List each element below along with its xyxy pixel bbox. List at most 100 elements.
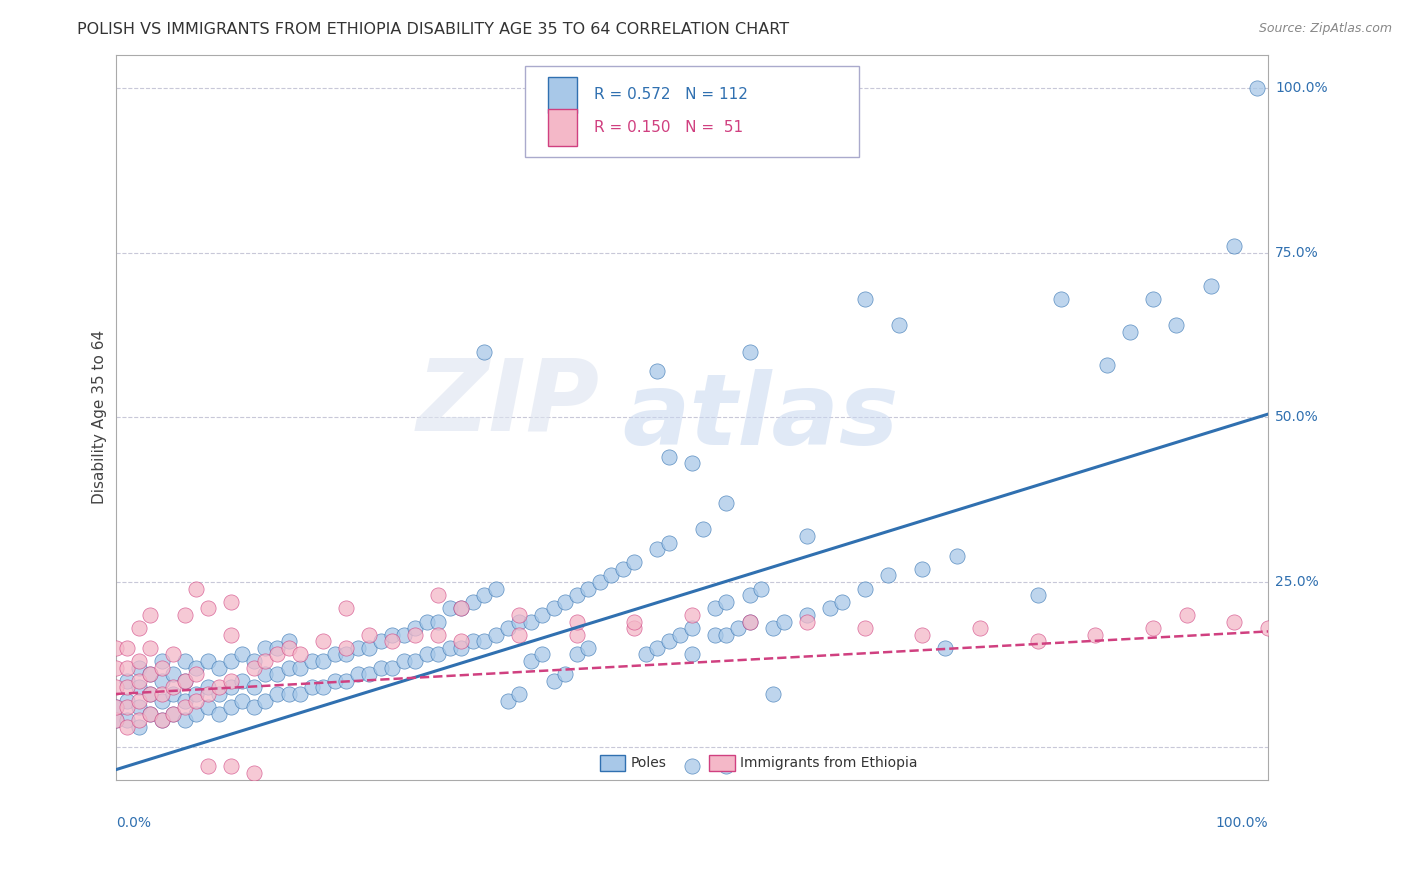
- Point: [554, 667, 576, 681]
- Point: [346, 667, 368, 681]
- Point: [173, 607, 195, 622]
- Point: [576, 582, 599, 596]
- Point: [197, 700, 219, 714]
- Point: [277, 634, 299, 648]
- Point: [946, 549, 969, 563]
- Point: [508, 615, 530, 629]
- Point: [716, 759, 738, 773]
- Point: [312, 654, 335, 668]
- Point: [381, 628, 404, 642]
- Point: [381, 634, 404, 648]
- Point: [312, 681, 335, 695]
- Point: [749, 582, 772, 596]
- Point: [231, 673, 253, 688]
- Point: [681, 607, 703, 622]
- Point: [277, 687, 299, 701]
- Point: [186, 582, 208, 596]
- Point: [173, 673, 195, 688]
- Point: [543, 673, 565, 688]
- Text: R = 0.572   N = 112: R = 0.572 N = 112: [593, 87, 748, 103]
- Point: [128, 693, 150, 707]
- Point: [115, 673, 138, 688]
- Point: [186, 687, 208, 701]
- Text: 0.0%: 0.0%: [115, 816, 150, 830]
- Point: [773, 615, 796, 629]
- Point: [150, 654, 173, 668]
- Point: [335, 601, 357, 615]
- Text: Source: ZipAtlas.com: Source: ZipAtlas.com: [1258, 22, 1392, 36]
- Point: [658, 535, 681, 549]
- Point: [370, 660, 392, 674]
- Point: [496, 621, 519, 635]
- Point: [565, 588, 588, 602]
- Point: [681, 759, 703, 773]
- Point: [128, 621, 150, 635]
- Point: [288, 687, 311, 701]
- Point: [1119, 325, 1142, 339]
- Point: [738, 615, 761, 629]
- Point: [115, 714, 138, 728]
- Point: [416, 615, 439, 629]
- Point: [1222, 239, 1244, 253]
- Point: [853, 621, 876, 635]
- Point: [219, 759, 242, 773]
- Point: [128, 681, 150, 695]
- Point: [692, 522, 714, 536]
- Point: [219, 654, 242, 668]
- FancyBboxPatch shape: [709, 755, 734, 771]
- Point: [738, 344, 761, 359]
- Point: [335, 673, 357, 688]
- Point: [716, 628, 738, 642]
- Point: [565, 615, 588, 629]
- Point: [139, 667, 162, 681]
- Point: [288, 660, 311, 674]
- FancyBboxPatch shape: [548, 110, 576, 145]
- Point: [243, 681, 266, 695]
- Point: [911, 562, 934, 576]
- Point: [565, 628, 588, 642]
- Point: [1049, 292, 1071, 306]
- Text: 75.0%: 75.0%: [1275, 245, 1319, 260]
- Point: [150, 673, 173, 688]
- Point: [139, 706, 162, 721]
- Point: [658, 634, 681, 648]
- Point: [647, 640, 669, 655]
- Point: [277, 640, 299, 655]
- Point: [761, 687, 783, 701]
- Point: [162, 706, 184, 721]
- Point: [853, 292, 876, 306]
- Point: [876, 568, 898, 582]
- Point: [197, 654, 219, 668]
- Text: R = 0.150   N =  51: R = 0.150 N = 51: [593, 120, 744, 135]
- Point: [704, 628, 727, 642]
- Point: [1026, 588, 1049, 602]
- Point: [796, 529, 818, 543]
- Point: [115, 681, 138, 695]
- Point: [139, 687, 162, 701]
- Point: [197, 759, 219, 773]
- Point: [381, 660, 404, 674]
- Point: [1257, 621, 1279, 635]
- Point: [162, 667, 184, 681]
- Point: [243, 700, 266, 714]
- Point: [589, 574, 612, 589]
- Point: [450, 601, 472, 615]
- Point: [150, 693, 173, 707]
- Point: [219, 673, 242, 688]
- Point: [1026, 634, 1049, 648]
- FancyBboxPatch shape: [548, 77, 576, 113]
- Point: [104, 714, 127, 728]
- Point: [231, 648, 253, 662]
- Point: [243, 766, 266, 780]
- Point: [139, 687, 162, 701]
- Point: [266, 687, 288, 701]
- Point: [934, 640, 956, 655]
- Point: [128, 654, 150, 668]
- Point: [543, 601, 565, 615]
- Point: [508, 628, 530, 642]
- Point: [623, 615, 645, 629]
- Point: [439, 640, 461, 655]
- Text: 100.0%: 100.0%: [1216, 816, 1268, 830]
- FancyBboxPatch shape: [524, 66, 859, 157]
- Point: [162, 706, 184, 721]
